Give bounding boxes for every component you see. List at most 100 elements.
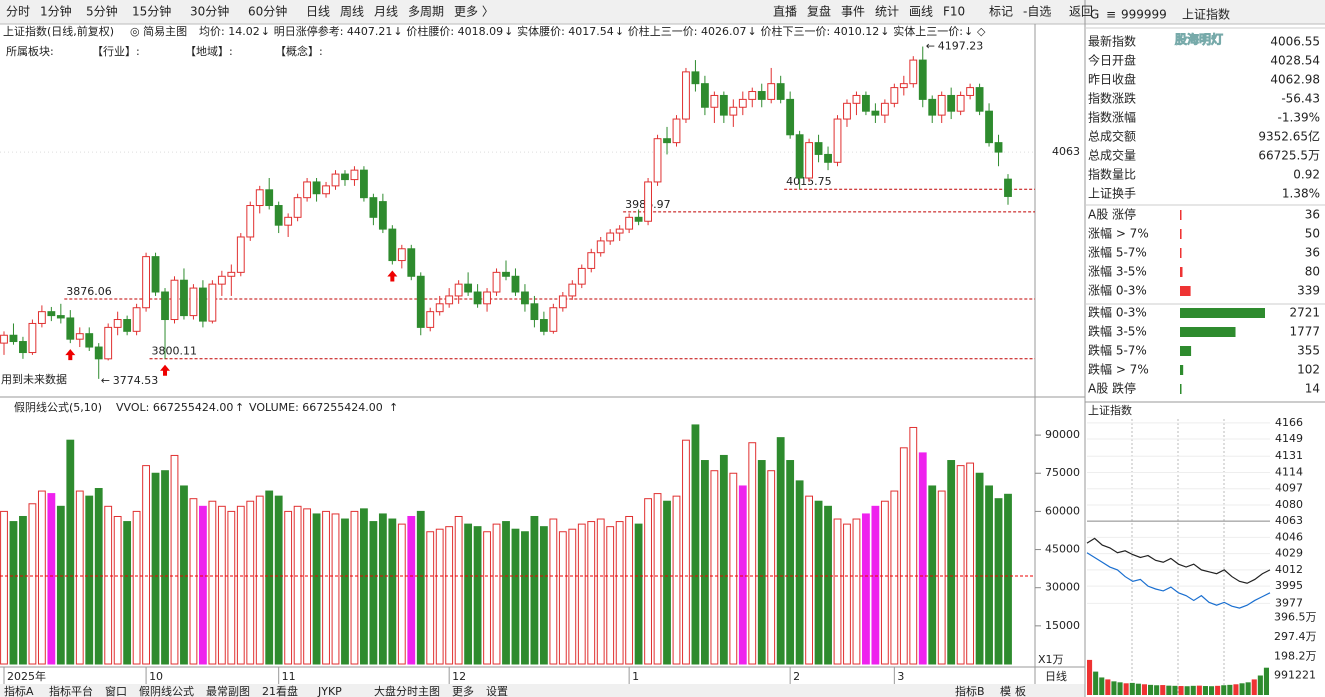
sector-label: 【概念】: [275, 44, 323, 58]
mini-volume [1221, 685, 1227, 695]
tab[interactable]: 指标A [4, 684, 34, 697]
signal-note: 用到未来数据 [1, 372, 67, 386]
menu[interactable]: ≡ [1106, 8, 1116, 22]
candle-body [483, 291, 491, 305]
tab[interactable]: 21看盘 [262, 684, 298, 697]
toolbar-button[interactable]: 事件 [841, 5, 865, 19]
candle-body [928, 98, 937, 116]
breadth-label: 涨幅 3-5% [1088, 264, 1147, 279]
mini-tick-label: 4166 [1275, 416, 1303, 429]
tab[interactable]: JYKP [317, 685, 342, 697]
candle-body [985, 110, 993, 144]
volume-bar [729, 472, 738, 665]
mini-volume [1257, 675, 1263, 695]
volume-bar [568, 528, 577, 665]
volume-bar [227, 510, 236, 665]
candle-body [151, 256, 160, 293]
toolbar-button[interactable]: 周线 [340, 5, 364, 19]
toolbar-button[interactable]: 更多 〉 [454, 5, 494, 19]
volume-bar [805, 495, 814, 665]
toolbar-button[interactable]: -自选 [1023, 5, 1051, 19]
tab[interactable]: 假阴线公式 [139, 684, 194, 697]
breadth-bar [1180, 248, 1182, 258]
volume-bar [814, 500, 823, 665]
toolbar-button[interactable]: 1分钟 [40, 4, 72, 19]
info-item: 均价: 14.02 [199, 25, 260, 38]
candle-body [776, 83, 785, 100]
candle-body [966, 87, 975, 96]
toolbar-button[interactable]: 复盘 [807, 4, 831, 19]
mini-volume [1093, 671, 1099, 695]
toolbar-button[interactable]: F10 [943, 5, 965, 19]
toolbar-button[interactable]: 月线 [374, 5, 398, 19]
tab[interactable]: 模 [1000, 685, 1011, 697]
stat-label: 指数涨幅 [1088, 110, 1136, 125]
info-tail: ◇ [977, 25, 986, 38]
signal-arrow [160, 364, 171, 376]
mini-vol-tick-label: 297.4万 [1274, 630, 1317, 643]
candle-body [246, 205, 255, 238]
volume-bar [587, 521, 596, 665]
period-label: 日线 [1045, 669, 1067, 683]
toolbar-button[interactable]: 60分钟 [248, 4, 287, 19]
candle-body [37, 311, 46, 324]
tab[interactable]: 指标B [955, 684, 985, 697]
toolbar-button[interactable]: 15分钟 [132, 4, 171, 19]
mini-volume [1129, 682, 1135, 695]
tab[interactable]: 大盘分时主图 [374, 684, 440, 697]
mini-volume [1166, 685, 1172, 695]
toolbar-button[interactable]: 分时 [6, 5, 30, 19]
toolbar-button[interactable]: 5分钟 [86, 4, 118, 19]
toolbar-button[interactable]: 标记 [989, 5, 1013, 19]
candle-body [748, 91, 757, 100]
tab[interactable]: 更多 [452, 684, 474, 697]
breadth-value: 1777 [1289, 325, 1320, 339]
candle-body [644, 181, 652, 222]
mini-price [1086, 537, 1271, 584]
volume-bar [19, 515, 27, 665]
stat-value: 9352.65亿 [1258, 129, 1320, 144]
toolbar-button[interactable]: 30分钟 [190, 4, 229, 19]
volume-bar [360, 508, 368, 665]
toolbar-button[interactable]: 直播 [773, 5, 797, 19]
stat-label: 总成交额 [1088, 129, 1136, 144]
toolbar-button[interactable]: 日线 [306, 5, 330, 19]
vol-tick-label: 90000 [1045, 428, 1080, 441]
candle-body [530, 303, 539, 321]
toolbar-button[interactable]: 返回 [1069, 5, 1093, 19]
breadth-bar [1180, 229, 1182, 239]
toolbar-button[interactable]: 统计 [875, 5, 899, 19]
toolbar-button[interactable]: 多周期 [408, 5, 444, 19]
stat-value: 0.92 [1293, 168, 1320, 182]
volume-bar [615, 521, 624, 665]
info-item: 价柱腰价: 4018.09 [406, 24, 503, 38]
tab[interactable]: 最常副图 [206, 685, 250, 697]
volume-bar [710, 470, 719, 665]
vvol: VVOL: 667255424.00 [116, 401, 233, 414]
tab[interactable]: 指标平台 [49, 684, 93, 697]
candle-body [312, 181, 321, 195]
mini-volume [1184, 686, 1190, 695]
tab[interactable]: 窗口 [105, 684, 127, 697]
candle-body [303, 181, 312, 199]
x-tick-label: 12 [452, 670, 466, 683]
vol-tick-label: 60000 [1045, 504, 1080, 517]
candle-body [634, 216, 643, 222]
candle-body [871, 110, 880, 116]
volume-bar [577, 523, 586, 665]
volume-bar [634, 523, 643, 665]
volume-bar [161, 470, 169, 665]
tab[interactable]: 设置 [486, 685, 508, 697]
candle-body [937, 94, 946, 116]
tab[interactable]: 板 [1015, 684, 1026, 697]
candle-body [700, 83, 709, 108]
candle-body [104, 326, 113, 360]
stat-value: -56.43 [1281, 92, 1320, 106]
vol-tick-label: 30000 [1045, 581, 1080, 594]
breadth-label: 涨幅 0-3% [1088, 283, 1147, 298]
stat-label: 昨日收盘 [1088, 72, 1136, 87]
mini-volume [1209, 686, 1215, 695]
volume-bar [312, 513, 321, 665]
toolbar-button[interactable]: 画线 [909, 5, 933, 19]
info-arrow: ↓ [880, 25, 889, 38]
